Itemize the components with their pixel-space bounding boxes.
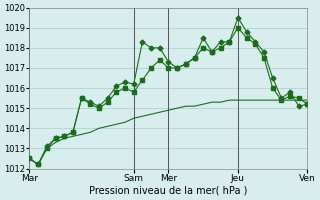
X-axis label: Pression niveau de la mer( hPa ): Pression niveau de la mer( hPa ) — [89, 186, 248, 196]
